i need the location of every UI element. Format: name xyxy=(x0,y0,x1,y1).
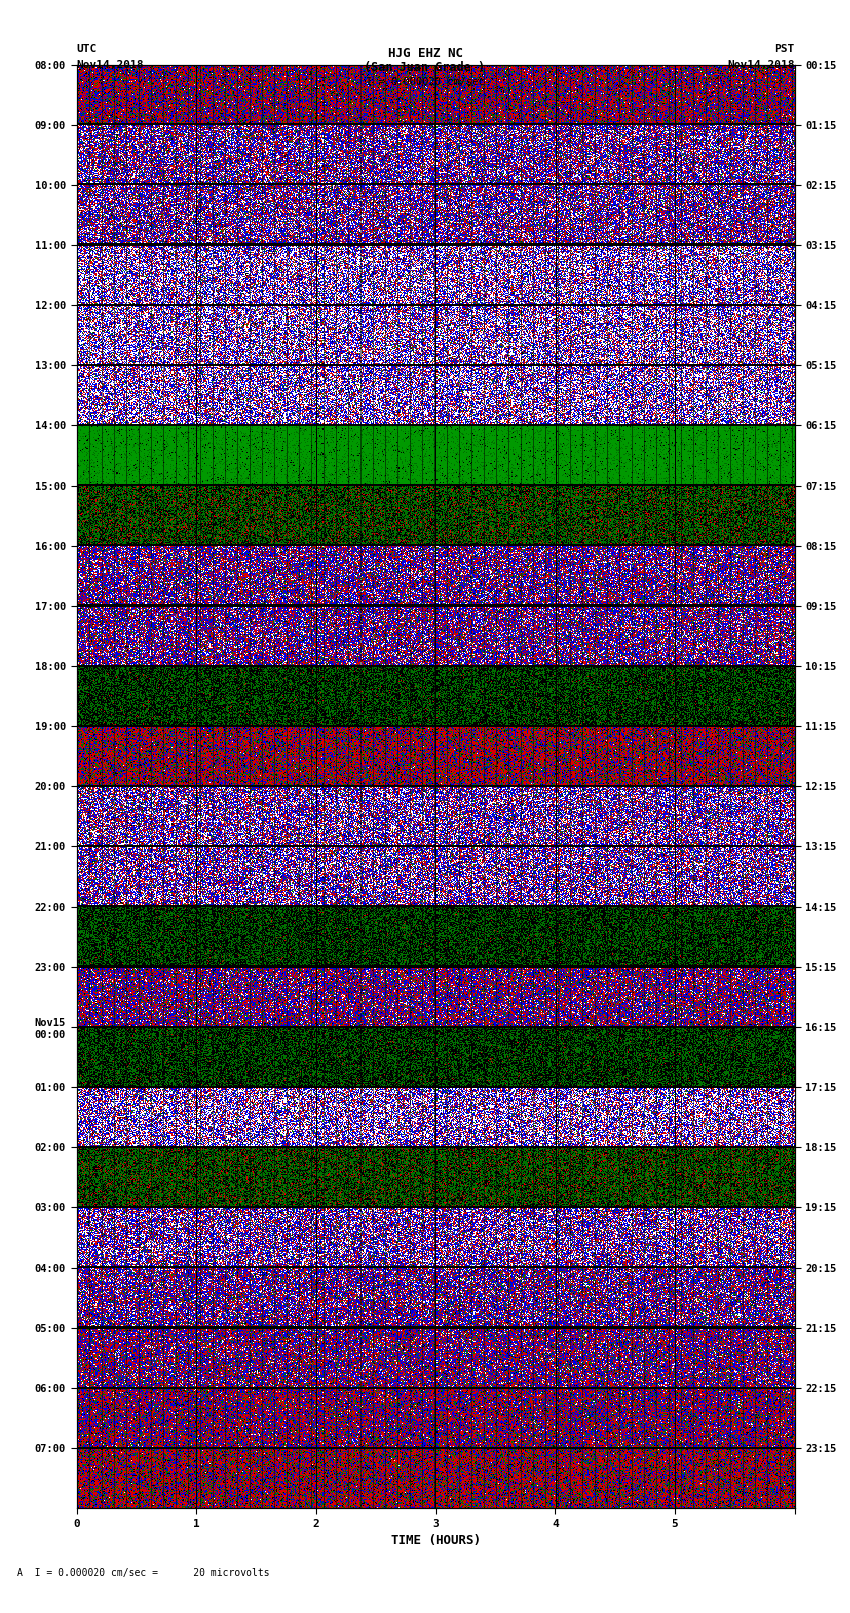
Text: (San Juan Grade ): (San Juan Grade ) xyxy=(365,61,485,74)
X-axis label: TIME (HOURS): TIME (HOURS) xyxy=(391,1534,480,1547)
Text: UTC: UTC xyxy=(76,44,97,53)
Text: Nov14,2018: Nov14,2018 xyxy=(728,60,795,69)
Text: HJG EHZ NC: HJG EHZ NC xyxy=(388,47,462,60)
Text: Nov14,2018: Nov14,2018 xyxy=(76,60,144,69)
Text: I = 0.000020 cm/sec: I = 0.000020 cm/sec xyxy=(366,77,484,87)
Text: A  I = 0.000020 cm/sec =      20 microvolts: A I = 0.000020 cm/sec = 20 microvolts xyxy=(17,1568,269,1578)
Text: PST: PST xyxy=(774,44,795,53)
